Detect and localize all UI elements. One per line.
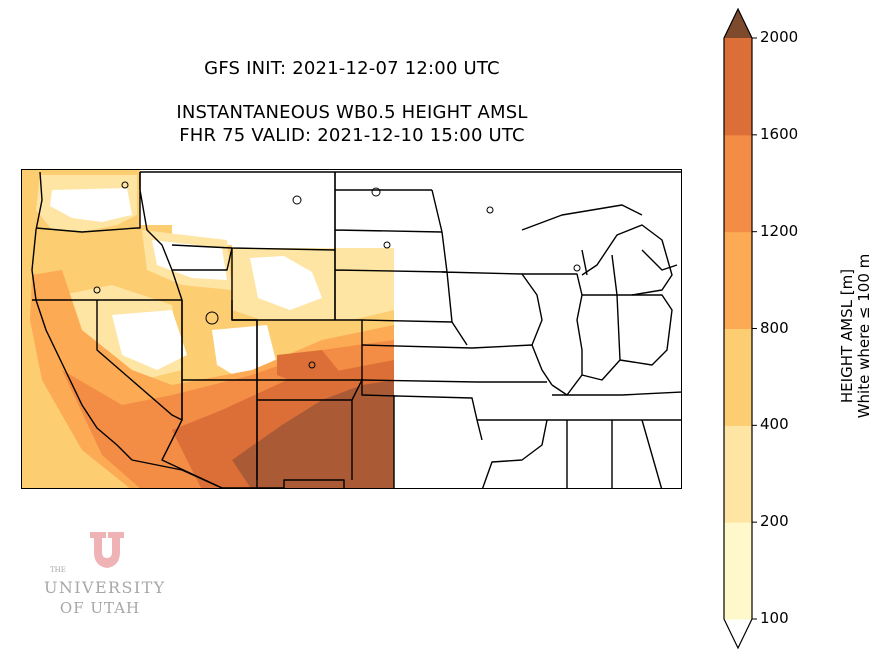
- colorbar-label-line1: HEIGHT AMSL [m]: [838, 268, 856, 404]
- border-minnesota-iowa: [431, 189, 543, 346]
- border-wisconsin-illinois: [522, 273, 583, 396]
- lake-5: [486, 206, 494, 214]
- colorbar-segments: [724, 9, 752, 648]
- colorbar-segment: [724, 425, 752, 523]
- map-svg: [22, 170, 681, 488]
- valid-title: FHR 75 VALID: 2021-12-10 15:00 UTC: [179, 125, 525, 146]
- border-idaho: [137, 172, 233, 301]
- init-title: GFS INIT: 2021-12-07 12:00 UTC: [204, 58, 500, 79]
- logo-the-text: THE: [50, 566, 66, 574]
- border-kentucky-tennessee: [547, 391, 681, 421]
- colorbar-extend-max: [724, 9, 752, 38]
- colorbar-tick-label: 100: [760, 609, 789, 627]
- field-level-1600-colorado: [277, 350, 342, 385]
- lake-7: [308, 361, 316, 369]
- lake-1: [121, 181, 129, 189]
- lake-4: [383, 241, 391, 249]
- border-indiana-ohio: [581, 294, 673, 381]
- lake-8: [93, 286, 101, 294]
- great-lakes: [581, 249, 678, 296]
- colorbar-tick-label: 400: [760, 415, 789, 434]
- lake-2: [292, 195, 302, 205]
- border-dakotas: [334, 172, 448, 320]
- university-of-utah-logo: THE UNIVERSITY OF UTAH: [44, 530, 166, 617]
- state-borders: [31, 171, 681, 488]
- colorbar-extend-min: [724, 619, 752, 648]
- colorbar-segment: [724, 134, 752, 233]
- colorbar-tick-label: 800: [760, 318, 789, 337]
- colorbar-segment: [724, 38, 752, 136]
- colorbar-label-line2: White where ≤ 100 m: [855, 253, 873, 419]
- colorbar-segment: [724, 328, 752, 426]
- colorbar-label: HEIGHT AMSL [m] White where ≤ 100 m: [838, 253, 873, 419]
- colorbar-segment: [724, 231, 752, 329]
- lake-6: [573, 264, 581, 272]
- pacific-coastline: [31, 171, 133, 461]
- great-salt-lake: [205, 311, 219, 325]
- colorbar: [723, 8, 757, 650]
- lake-3: [371, 187, 381, 197]
- field-white-great-basin: [112, 310, 187, 370]
- border-michigan: [521, 204, 673, 296]
- colorbar-tick-label: 1600: [760, 124, 799, 143]
- border-missouri-arkansas: [471, 344, 553, 488]
- border-southeast: [566, 419, 663, 488]
- border-oklahoma-texas: [361, 380, 483, 488]
- field-white-north: [50, 188, 132, 222]
- colorbar-tick-label: 200: [760, 512, 789, 531]
- field-level-2000: [232, 380, 394, 488]
- border-washington-oregon: [35, 227, 138, 233]
- map-panel: [21, 169, 682, 489]
- logo-of-utah-text: OF UTAH: [59, 599, 141, 617]
- u-block-icon: [90, 532, 124, 568]
- lake-outlines: [93, 181, 581, 369]
- height-field: [22, 170, 394, 488]
- border-new-mexico: [256, 379, 363, 480]
- field-white-wyoming: [250, 256, 322, 310]
- colorbar-tick-label: 2000: [760, 28, 799, 46]
- colorbar-tick-label: 1200: [760, 221, 799, 240]
- product-title: INSTANTANEOUS WB0.5 HEIGHT AMSL: [176, 102, 528, 123]
- logo-university-text: UNIVERSITY: [44, 578, 166, 597]
- colorbar-segment: [724, 522, 752, 620]
